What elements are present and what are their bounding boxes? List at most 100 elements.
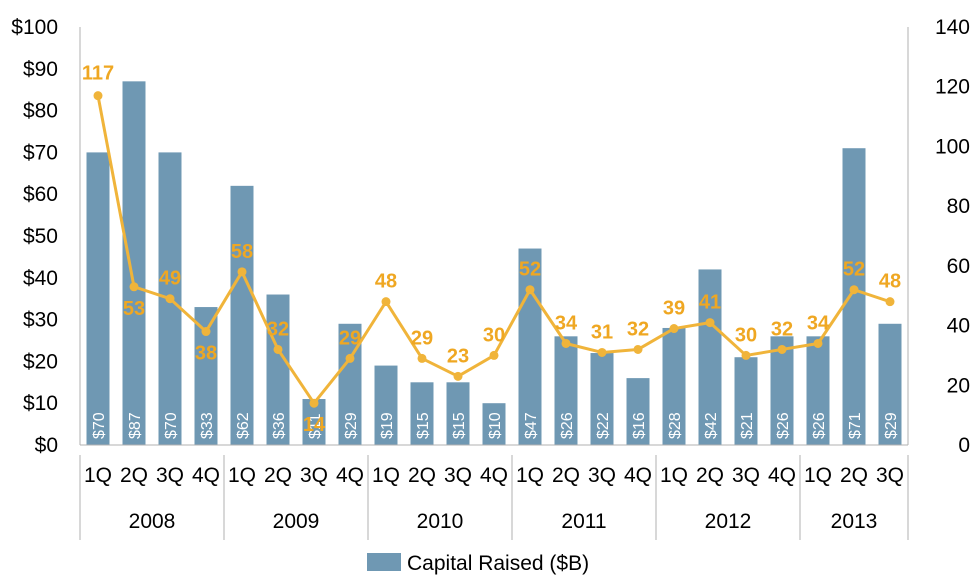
quarter-label: 3Q xyxy=(876,464,904,487)
bar-label: $36 xyxy=(271,412,288,439)
line-label: 117 xyxy=(82,63,114,85)
bar xyxy=(122,81,146,445)
bar xyxy=(842,148,866,445)
quarter-label: 4Q xyxy=(624,464,652,487)
quarter-label: 4Q xyxy=(192,464,220,487)
left-tick-label: $0 xyxy=(35,434,58,457)
line-label: 29 xyxy=(339,327,361,349)
line-label: 53 xyxy=(123,298,145,320)
quarter-label: 3Q xyxy=(156,464,184,487)
quarter-label: 1Q xyxy=(228,464,256,487)
bar-label: $70 xyxy=(91,412,108,439)
line-point xyxy=(561,338,571,348)
right-tick-label: 0 xyxy=(958,434,970,457)
right-tick-label: 40 xyxy=(947,315,970,338)
bar-label: $71 xyxy=(847,412,864,439)
x-axis: 1Q 2Q 3Q 4Q 1Q 2Q 3Q 4Q 1Q 2Q 3Q 4Q 1Q 2Q 3Q 4Q 1Q 2Q 3Q 4Q… xyxy=(79,444,909,540)
bar-label: $10 xyxy=(487,412,504,439)
line-label: 58 xyxy=(231,241,253,263)
left-tick-label: $100 xyxy=(11,16,58,39)
year-label: 2013 xyxy=(831,510,878,533)
line-point xyxy=(525,285,535,295)
bar xyxy=(230,185,254,445)
bar-label: $15 xyxy=(451,412,468,439)
quarter-label: 2Q xyxy=(120,464,148,487)
bar-label: $16 xyxy=(631,412,648,439)
line-point xyxy=(165,294,175,304)
line-point xyxy=(849,285,859,295)
bar-label: $11 xyxy=(307,413,324,439)
bar xyxy=(554,336,578,445)
line-label: 49 xyxy=(159,268,181,290)
quarter-label: 4Q xyxy=(336,464,364,487)
year-label: 2011 xyxy=(561,510,606,533)
quarter-label: 1Q xyxy=(516,464,544,487)
line-point xyxy=(669,324,679,334)
quarter-label: 2Q xyxy=(552,464,580,487)
bar-label: $26 xyxy=(811,412,828,439)
bar-label: $21 xyxy=(739,412,756,439)
line-label: 30 xyxy=(483,324,505,346)
year-label: 2012 xyxy=(705,510,752,533)
bar-label: $70 xyxy=(163,412,180,439)
quarter-label: 1Q xyxy=(804,464,832,487)
legend-label: Capital Raised ($B) xyxy=(407,552,589,575)
bar-label: $29 xyxy=(883,412,900,439)
bar xyxy=(374,365,398,445)
line-point xyxy=(381,297,391,307)
bar-label: $26 xyxy=(559,412,576,439)
line-data-labels: 117 53 49 38 58 32 14 29 48 29 23 30 52 34 31 32 39 41 30 3… xyxy=(82,63,901,437)
left-axis: $0 $10 $20 $30 $40 $50 $60 $70 $80 $90 $100 xyxy=(11,16,81,457)
legend-swatch xyxy=(367,553,401,571)
line-point xyxy=(633,344,643,354)
line-label: 29 xyxy=(411,327,433,349)
bar xyxy=(626,378,650,445)
quarter-label: 3Q xyxy=(732,464,760,487)
quarter-label: 4Q xyxy=(480,464,508,487)
quarter-label: 2Q xyxy=(696,464,724,487)
quarter-label: 3Q xyxy=(588,464,616,487)
bar xyxy=(482,403,506,445)
left-tick-label: $40 xyxy=(23,267,58,290)
bar xyxy=(302,399,326,445)
bar xyxy=(662,327,686,445)
line-label: 41 xyxy=(699,292,721,314)
quarter-label: 1Q xyxy=(372,464,400,487)
bar xyxy=(266,294,290,445)
line-point xyxy=(777,344,787,354)
line-label: 34 xyxy=(555,312,578,334)
right-tick-label: 140 xyxy=(935,16,970,39)
line-label: 32 xyxy=(771,318,793,340)
quarter-label: 1Q xyxy=(84,464,112,487)
bar-label: $42 xyxy=(703,412,720,439)
bar-label: $22 xyxy=(595,412,612,439)
legend: Capital Raised ($B) xyxy=(367,552,589,575)
right-tick-label: 80 xyxy=(947,195,970,218)
bar xyxy=(878,323,902,445)
line-point xyxy=(345,353,355,363)
line-series xyxy=(93,91,895,408)
bar xyxy=(734,357,758,445)
left-tick-label: $60 xyxy=(23,183,58,206)
quarter-label: 3Q xyxy=(444,464,472,487)
bar xyxy=(194,307,218,445)
right-tick-label: 120 xyxy=(935,76,970,99)
quarter-label: 2Q xyxy=(840,464,868,487)
line-label: 48 xyxy=(879,271,901,293)
right-tick-label: 100 xyxy=(935,135,970,158)
line-label: 32 xyxy=(627,318,649,340)
line-label: 48 xyxy=(375,271,397,293)
left-tick-label: $10 xyxy=(23,392,58,415)
line-label: 14 xyxy=(303,414,326,436)
line-point xyxy=(93,91,103,101)
line-point xyxy=(237,267,247,277)
line-point xyxy=(705,318,715,328)
left-tick-label: $90 xyxy=(23,58,58,81)
line-label: 52 xyxy=(843,259,865,281)
bar xyxy=(590,353,614,445)
right-tick-label: 20 xyxy=(947,374,970,397)
line-point xyxy=(453,371,463,381)
bar-label: $33 xyxy=(199,412,216,439)
